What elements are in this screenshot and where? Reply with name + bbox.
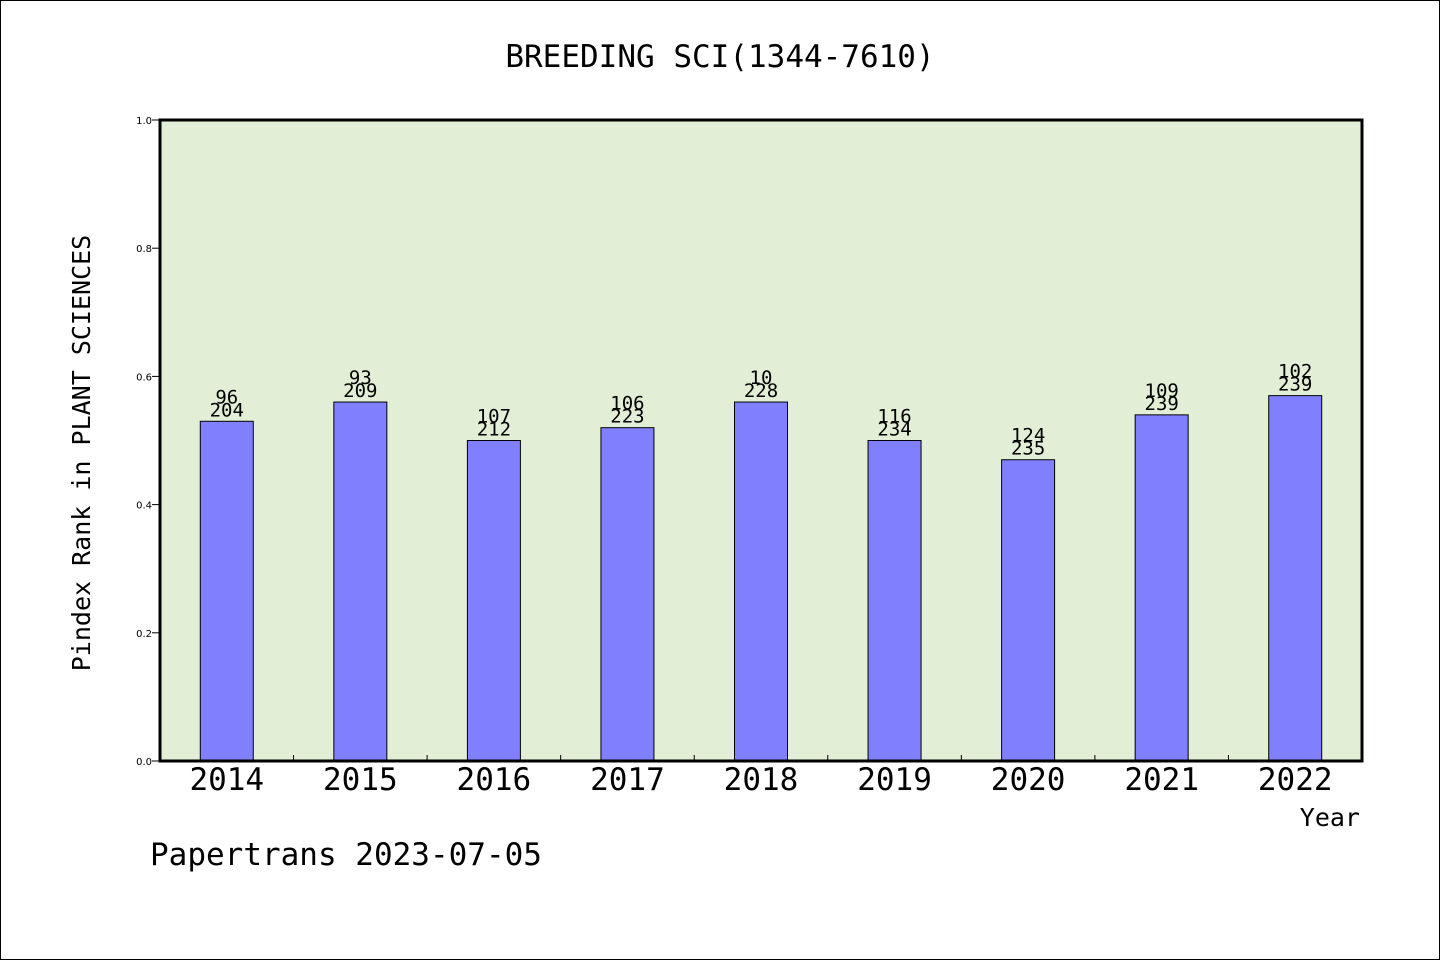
x-axis: 2014 2015 2016 2017 2018 2019 2020 2021 2022 — [189, 755, 1333, 798]
x-tick-label: 2022 — [1258, 762, 1333, 798]
x-tick-label: 2017 — [590, 762, 665, 798]
bar-rank-label: 116 — [877, 406, 911, 428]
bar-rank-label: 96 — [215, 386, 238, 408]
bar-total-label: 209 — [343, 380, 377, 402]
x-tick-label: 2016 — [457, 762, 532, 798]
bar-total-label: 239 — [1145, 393, 1179, 415]
bar — [1001, 459, 1056, 762]
bar-total-label: 223 — [610, 406, 644, 428]
bar-rank-label: 10 — [750, 367, 773, 389]
x-axis-label: Year — [1300, 803, 1360, 832]
footer-credit: Papertrans 2023-07-05 — [150, 837, 542, 873]
bar-rank-label: 109 — [1145, 380, 1179, 402]
bar-series — [199, 395, 1323, 762]
bar-total-label: 212 — [477, 419, 511, 441]
bar-rank-label: 124 — [1011, 425, 1045, 447]
bar-total-label: 228 — [744, 380, 778, 402]
bar — [333, 401, 388, 762]
plot-border — [158, 118, 1364, 763]
bar — [1268, 395, 1323, 762]
y-tick-label: 0.4 — [136, 501, 152, 512]
bar — [600, 427, 655, 762]
bar-rank-label: 106 — [610, 393, 644, 415]
bar-total-label: 235 — [1011, 438, 1045, 460]
y-axis: 0.0 0.2 0.4 0.6 0.8 1.0 — [136, 116, 160, 768]
bar-rank-label: 93 — [349, 367, 372, 389]
x-tick-label: 2014 — [189, 762, 264, 798]
chart-title: BREEDING SCI(1344-7610) — [505, 39, 934, 75]
bar-total-label: 234 — [877, 419, 911, 441]
bar — [466, 440, 521, 762]
x-tick-label: 2019 — [857, 762, 932, 798]
x-tick-label: 2015 — [323, 762, 398, 798]
y-tick-label: 0.8 — [136, 244, 152, 255]
y-tick-label: 1.0 — [136, 116, 152, 127]
bar-rank-label: 107 — [477, 406, 511, 428]
y-tick-label: 0.2 — [136, 629, 152, 640]
x-tick-label: 2020 — [991, 762, 1066, 798]
bar — [734, 401, 788, 762]
bar-total-label: 204 — [210, 399, 244, 421]
bar — [1134, 414, 1189, 762]
x-tick-label: 2018 — [724, 762, 799, 798]
bar — [867, 440, 922, 762]
bar — [199, 420, 254, 762]
y-tick-label: 0.6 — [136, 372, 152, 383]
y-axis-label: Pindex Rank in PLANT SCIENCES — [67, 235, 96, 672]
bar-rank-label: 102 — [1278, 361, 1312, 383]
bar-total-label: 239 — [1278, 374, 1312, 396]
y-tick-label: 0.0 — [136, 757, 152, 768]
x-tick-label: 2021 — [1124, 762, 1199, 798]
